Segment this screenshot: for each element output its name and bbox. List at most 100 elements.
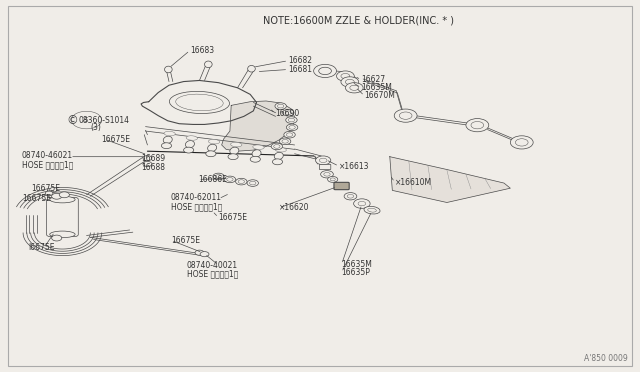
Circle shape	[42, 196, 50, 200]
Ellipse shape	[275, 152, 284, 160]
Text: 08740-62011: 08740-62011	[171, 193, 222, 202]
Circle shape	[71, 111, 102, 129]
Circle shape	[206, 151, 216, 157]
Ellipse shape	[248, 65, 255, 72]
Ellipse shape	[164, 131, 175, 136]
Circle shape	[289, 125, 295, 129]
Text: 16681: 16681	[288, 65, 312, 74]
Text: NOTE:16600M ZZLE & HOLDER(INC. * ): NOTE:16600M ZZLE & HOLDER(INC. * )	[262, 16, 454, 26]
Text: S: S	[83, 117, 88, 123]
Circle shape	[200, 251, 209, 257]
Circle shape	[280, 138, 291, 145]
Circle shape	[350, 85, 358, 90]
Ellipse shape	[230, 147, 239, 154]
Circle shape	[354, 199, 370, 208]
FancyBboxPatch shape	[319, 164, 331, 170]
Ellipse shape	[207, 144, 217, 151]
Ellipse shape	[170, 92, 230, 113]
Circle shape	[346, 83, 363, 93]
Text: 16675E: 16675E	[31, 185, 60, 193]
Circle shape	[286, 133, 292, 137]
Circle shape	[337, 71, 355, 81]
Ellipse shape	[230, 142, 242, 147]
Circle shape	[341, 77, 358, 87]
Circle shape	[45, 191, 53, 196]
Circle shape	[52, 235, 62, 241]
Circle shape	[52, 193, 62, 199]
Circle shape	[275, 103, 286, 109]
Text: 16686E: 16686E	[198, 175, 227, 184]
Circle shape	[161, 143, 172, 149]
Text: ×16620: ×16620	[279, 203, 309, 212]
Text: 16675E: 16675E	[171, 236, 200, 245]
Ellipse shape	[50, 231, 75, 238]
Text: 08740-46021: 08740-46021	[22, 151, 73, 160]
Text: HOSE ホース（1）: HOSE ホース（1）	[171, 202, 222, 211]
Circle shape	[224, 176, 236, 183]
Text: 16675E: 16675E	[101, 135, 130, 144]
Polygon shape	[390, 157, 510, 202]
Ellipse shape	[209, 140, 220, 144]
Circle shape	[250, 156, 260, 162]
Text: ×16613: ×16613	[339, 162, 369, 171]
Circle shape	[238, 180, 244, 183]
Circle shape	[282, 140, 288, 143]
Ellipse shape	[186, 136, 198, 140]
Circle shape	[344, 193, 356, 200]
Text: 16635M: 16635M	[342, 260, 372, 269]
Circle shape	[143, 155, 152, 161]
Ellipse shape	[176, 94, 223, 111]
Circle shape	[466, 119, 489, 132]
Text: 08740-40021: 08740-40021	[187, 261, 238, 270]
Text: 16689: 16689	[141, 154, 165, 163]
Circle shape	[324, 173, 330, 176]
Ellipse shape	[163, 136, 172, 144]
Ellipse shape	[364, 206, 380, 214]
Text: 16682: 16682	[288, 56, 312, 65]
Circle shape	[76, 114, 97, 126]
Text: 08360-S1014: 08360-S1014	[79, 116, 130, 125]
Circle shape	[314, 64, 337, 77]
Circle shape	[316, 156, 331, 165]
Circle shape	[212, 173, 224, 180]
Circle shape	[250, 181, 256, 185]
FancyBboxPatch shape	[47, 198, 78, 237]
Text: l6675E: l6675E	[28, 243, 54, 252]
Circle shape	[515, 139, 528, 146]
Circle shape	[328, 176, 338, 182]
Ellipse shape	[205, 61, 212, 68]
Circle shape	[399, 112, 412, 119]
Ellipse shape	[50, 196, 75, 203]
Circle shape	[285, 117, 297, 124]
Circle shape	[50, 187, 58, 192]
Circle shape	[278, 104, 284, 108]
Circle shape	[236, 178, 247, 185]
Circle shape	[274, 145, 280, 148]
Circle shape	[330, 178, 335, 181]
Text: 16675E: 16675E	[22, 194, 51, 203]
Circle shape	[60, 192, 69, 198]
Circle shape	[283, 109, 294, 116]
Text: HOSE ホース（1）: HOSE ホース（1）	[22, 160, 73, 169]
Ellipse shape	[186, 141, 195, 148]
Circle shape	[319, 67, 332, 75]
Text: 16675E: 16675E	[218, 213, 248, 222]
Ellipse shape	[252, 150, 261, 157]
Circle shape	[227, 177, 233, 181]
Polygon shape	[221, 101, 294, 151]
Circle shape	[195, 250, 204, 255]
Text: 16670M: 16670M	[364, 92, 396, 100]
Circle shape	[215, 174, 221, 178]
Circle shape	[358, 201, 365, 206]
Circle shape	[321, 171, 333, 178]
Circle shape	[143, 161, 152, 167]
Ellipse shape	[164, 66, 172, 73]
Circle shape	[273, 159, 283, 165]
Circle shape	[247, 180, 259, 186]
FancyBboxPatch shape	[334, 182, 349, 190]
Circle shape	[394, 109, 417, 122]
Text: 16627: 16627	[361, 75, 385, 84]
Text: ©: ©	[67, 113, 79, 126]
Circle shape	[284, 131, 295, 138]
Text: HOSE ホース（1）: HOSE ホース（1）	[187, 269, 238, 279]
